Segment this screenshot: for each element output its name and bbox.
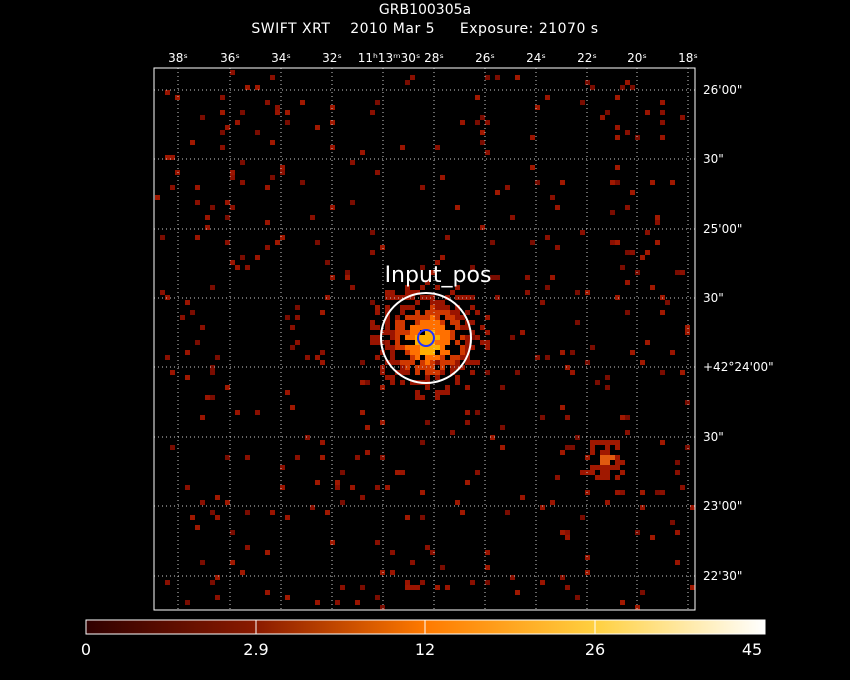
exposure: Exposure: 21070 s (459, 21, 599, 37)
colorbar-label: 12 (414, 640, 436, 659)
ra-tick: 34ˢ (271, 51, 291, 65)
dec-tick: 22'30" (703, 569, 743, 583)
image-frame (153, 67, 696, 611)
region-label: Input_pos (385, 263, 492, 288)
ra-tick: 28ˢ (424, 51, 444, 65)
dec-tick: 30" (703, 291, 724, 305)
source-region-circle (380, 292, 472, 384)
ra-tick: 38ˢ (168, 51, 188, 65)
dec-tick: 26'00" (703, 83, 743, 97)
ra-tick: 24ˢ (526, 51, 546, 65)
colorbar-label: 2.9 (243, 640, 269, 659)
ra-tick: 22ˢ (577, 51, 597, 65)
colorbar-label: 0 (80, 640, 92, 659)
obs-date: 2010 Mar 5 (350, 21, 436, 37)
colorbar-label: 26 (584, 640, 606, 659)
ra-tick: 26ˢ (475, 51, 495, 65)
source-position-marker (417, 329, 435, 347)
ra-tick: 32ˢ (322, 51, 342, 65)
ra-tick: 20ˢ (627, 51, 647, 65)
dec-tick: 23'00" (703, 499, 743, 513)
ra-tick: 18ˢ (678, 51, 698, 65)
instrument: SWIFT XRT (251, 21, 331, 37)
dec-tick: 30" (703, 430, 724, 444)
ra-tick: 36ˢ (220, 51, 240, 65)
dec-tick: 25'00" (703, 222, 743, 236)
title-object: GRB100305a (378, 2, 472, 18)
ra-tick: 11ʰ13ᵐ30ˢ (357, 51, 421, 65)
dec-tick: 30" (703, 152, 724, 166)
colorbar-label: 45 (741, 640, 763, 659)
photon-pixels (155, 70, 695, 610)
dec-tick: +42°24'00" (703, 360, 774, 374)
title-observation: SWIFT XRT 2010 Mar 5 Exposure: 21070 s (0, 21, 850, 37)
